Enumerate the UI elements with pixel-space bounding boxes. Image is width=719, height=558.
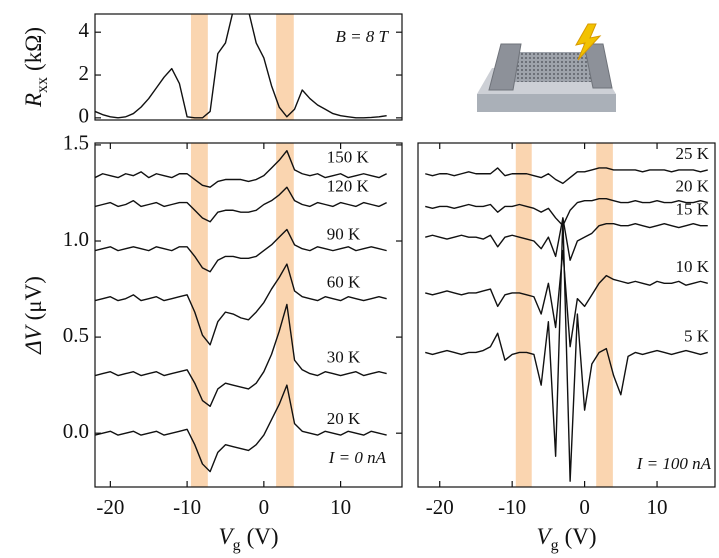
series-label: 90 K: [327, 225, 361, 244]
x-tick-label: 0: [259, 495, 270, 519]
x-tick-label: -10: [498, 495, 526, 519]
axis-label-part: g: [233, 537, 241, 554]
data-line: [95, 263, 387, 346]
axes-frame: [94, 13, 403, 121]
highlight-band: [190, 14, 208, 120]
contact-left: [488, 43, 522, 91]
highlight-band: [190, 143, 208, 487]
axes-frame: [94, 142, 403, 488]
device-schematic: [477, 23, 616, 112]
xlabel: Vg (V): [219, 524, 279, 553]
data-line: [95, 14, 387, 119]
axis-label-part: (V): [247, 524, 279, 549]
series-label: 10 K: [675, 257, 709, 276]
annotation: I = 100 nA: [636, 454, 712, 473]
series-label: 20 K: [675, 176, 709, 195]
y-tick-label: 0.5: [63, 323, 89, 347]
series-label: 25 K: [675, 144, 709, 163]
axis-label-part: (kΩ): [21, 27, 46, 71]
y-tick-label: 0.0: [63, 419, 89, 443]
substrate-side: [477, 94, 616, 112]
series-label: 150 K: [327, 148, 370, 167]
axis-label-part: g: [551, 537, 559, 554]
axis-label-part: V: [537, 524, 554, 549]
axis-label-part: ΔV: [21, 323, 46, 354]
x-tick-label: 10: [330, 495, 351, 519]
highlight-band: [515, 143, 532, 487]
series-label: 5 K: [684, 326, 710, 345]
data-line: [95, 384, 387, 473]
axis-label-part: V: [219, 524, 236, 549]
data-line: [425, 249, 708, 348]
data-line: [95, 303, 387, 407]
x-tick-label: -20: [96, 495, 124, 519]
x-tick-label: 0: [579, 495, 590, 519]
data-line: [425, 217, 708, 261]
axis-label-part: (μV): [21, 276, 46, 320]
ylabel: ΔV (μV): [21, 276, 46, 355]
series-label: 60 K: [327, 273, 361, 292]
data-line: [95, 149, 387, 188]
contact-right: [583, 43, 613, 89]
ylabel: Rxx (kΩ): [21, 27, 50, 108]
highlight-band: [276, 14, 294, 120]
annotation: I = 0 nA: [328, 448, 387, 467]
data-line: [425, 217, 708, 482]
axes-frame: [417, 142, 716, 488]
xlabel: Vg (V): [537, 524, 597, 553]
data-line: [95, 186, 387, 223]
x-tick-label: 10: [647, 495, 668, 519]
y-tick-label: 4: [79, 18, 90, 42]
lightning-bolt: [575, 23, 602, 61]
data-line: [425, 198, 708, 227]
axis-label-part: R: [21, 93, 46, 108]
series-label: 120 K: [327, 176, 370, 195]
graphene-sheet: [509, 52, 596, 82]
series-label: 15 K: [675, 200, 709, 219]
axis-label-part: (V): [565, 524, 597, 549]
y-tick-label: 0: [79, 104, 90, 128]
axis-label-part: xx: [34, 77, 51, 93]
y-tick-label: 1.5: [63, 131, 89, 155]
y-tick-label: 1.0: [63, 227, 89, 251]
x-tick-label: -20: [426, 495, 454, 519]
highlight-band: [596, 143, 613, 487]
y-tick-label: 2: [79, 61, 90, 85]
x-tick-label: -10: [173, 495, 201, 519]
data-line: [425, 167, 708, 185]
series-label: 30 K: [327, 348, 361, 367]
series-label: 20 K: [327, 409, 361, 428]
data-line: [95, 228, 387, 273]
annotation: B = 8 T: [335, 27, 389, 46]
